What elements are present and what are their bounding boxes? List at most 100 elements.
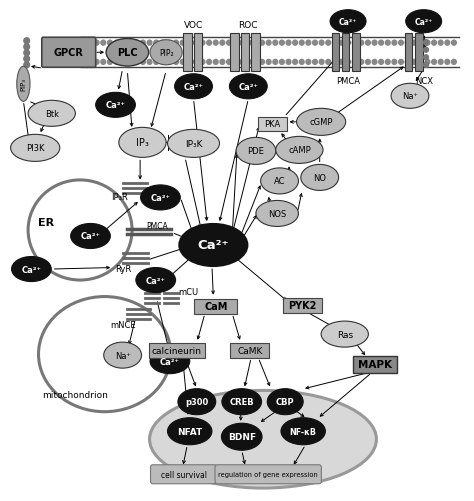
Text: NF-κB: NF-κB — [290, 427, 317, 436]
Circle shape — [246, 41, 251, 46]
Circle shape — [452, 60, 456, 65]
Circle shape — [293, 60, 298, 65]
Circle shape — [220, 60, 225, 65]
Text: mitochondrion: mitochondrion — [42, 390, 108, 399]
Text: cell survival: cell survival — [161, 470, 207, 479]
Circle shape — [200, 41, 205, 46]
Circle shape — [332, 60, 337, 65]
Circle shape — [326, 60, 330, 65]
FancyBboxPatch shape — [230, 34, 239, 72]
Circle shape — [207, 41, 211, 46]
Circle shape — [207, 60, 211, 65]
Ellipse shape — [96, 93, 136, 118]
FancyBboxPatch shape — [42, 38, 96, 68]
Circle shape — [425, 60, 430, 65]
Circle shape — [286, 41, 291, 46]
Circle shape — [385, 60, 390, 65]
Text: PLC: PLC — [117, 48, 137, 58]
FancyBboxPatch shape — [258, 118, 287, 132]
Text: PKA: PKA — [264, 120, 281, 129]
Circle shape — [121, 60, 126, 65]
Ellipse shape — [167, 418, 212, 445]
Circle shape — [141, 41, 146, 46]
FancyBboxPatch shape — [251, 34, 260, 72]
Circle shape — [412, 60, 417, 65]
Circle shape — [24, 63, 29, 69]
Circle shape — [108, 41, 112, 46]
Circle shape — [134, 60, 139, 65]
Text: VOC: VOC — [184, 21, 203, 30]
Circle shape — [260, 60, 264, 65]
Ellipse shape — [256, 201, 299, 227]
Circle shape — [405, 41, 410, 46]
Circle shape — [24, 57, 29, 63]
Text: Ca²⁺: Ca²⁺ — [160, 357, 180, 366]
FancyBboxPatch shape — [215, 465, 321, 484]
Ellipse shape — [178, 389, 216, 415]
Text: p300: p300 — [185, 397, 209, 406]
Circle shape — [154, 60, 158, 65]
Text: PI3K: PI3K — [26, 144, 45, 153]
Ellipse shape — [150, 41, 182, 66]
Text: calcineurin: calcineurin — [152, 346, 202, 355]
FancyBboxPatch shape — [415, 34, 423, 72]
Ellipse shape — [71, 224, 110, 249]
FancyBboxPatch shape — [149, 343, 205, 358]
Circle shape — [379, 60, 383, 65]
Circle shape — [392, 60, 397, 65]
Text: Ca²⁺: Ca²⁺ — [151, 193, 170, 202]
Circle shape — [372, 60, 377, 65]
Circle shape — [213, 41, 218, 46]
Text: CaMK: CaMK — [237, 346, 263, 355]
Circle shape — [306, 41, 311, 46]
Ellipse shape — [167, 130, 219, 158]
Ellipse shape — [150, 349, 190, 374]
Text: NFAT: NFAT — [177, 427, 202, 436]
Text: ER: ER — [37, 218, 54, 228]
Circle shape — [359, 60, 364, 65]
Text: BDNF: BDNF — [228, 432, 256, 441]
Circle shape — [392, 41, 397, 46]
Circle shape — [332, 41, 337, 46]
Text: NO: NO — [313, 173, 326, 182]
Text: Ca²⁺: Ca²⁺ — [183, 83, 203, 92]
Circle shape — [233, 60, 238, 65]
Text: Ca²⁺: Ca²⁺ — [238, 83, 258, 92]
FancyBboxPatch shape — [331, 34, 339, 72]
Ellipse shape — [174, 75, 212, 100]
FancyBboxPatch shape — [230, 343, 269, 358]
Circle shape — [339, 60, 344, 65]
Text: Btk: Btk — [45, 110, 59, 119]
Text: CREB: CREB — [229, 397, 254, 406]
Text: Ca²⁺: Ca²⁺ — [198, 239, 229, 252]
Text: CBP: CBP — [276, 397, 294, 406]
Circle shape — [365, 60, 370, 65]
Circle shape — [193, 41, 198, 46]
Circle shape — [88, 60, 92, 65]
Circle shape — [253, 41, 258, 46]
Text: AC: AC — [274, 177, 285, 186]
Circle shape — [319, 41, 324, 46]
Circle shape — [424, 41, 428, 46]
Circle shape — [81, 60, 86, 65]
Circle shape — [160, 60, 165, 65]
Circle shape — [24, 45, 29, 51]
Circle shape — [445, 41, 450, 46]
Circle shape — [213, 60, 218, 65]
Text: PDE: PDE — [247, 147, 264, 156]
Circle shape — [352, 60, 357, 65]
Circle shape — [266, 41, 271, 46]
FancyBboxPatch shape — [194, 299, 237, 314]
Circle shape — [180, 60, 185, 65]
Circle shape — [187, 60, 191, 65]
Text: Na⁺: Na⁺ — [115, 351, 131, 360]
Text: PMCA: PMCA — [336, 77, 360, 86]
Circle shape — [280, 41, 284, 46]
Circle shape — [266, 60, 271, 65]
Text: Ca²⁺: Ca²⁺ — [415, 18, 433, 27]
Circle shape — [346, 41, 350, 46]
Circle shape — [306, 60, 311, 65]
Text: cAMP: cAMP — [288, 146, 311, 155]
Circle shape — [438, 60, 443, 65]
Ellipse shape — [179, 224, 247, 267]
